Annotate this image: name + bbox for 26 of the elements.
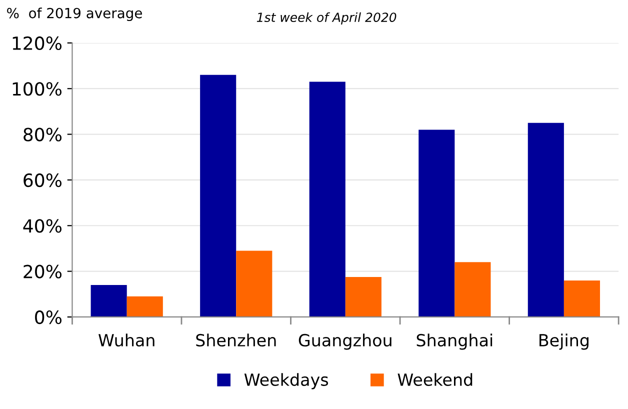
- x-tick-label: Guangzhou: [298, 334, 392, 350]
- bar: [528, 122, 564, 317]
- y-tick-label: 120%: [12, 36, 62, 50]
- y-tick-label: 0%: [35, 310, 62, 324]
- bar: [345, 277, 382, 317]
- y-tick-label: 60%: [24, 173, 62, 188]
- chart-title: 1st week of April 2020: [256, 12, 396, 24]
- bar: [309, 82, 346, 317]
- y-tick-label: 20%: [24, 264, 62, 278]
- y-tick-label: 80%: [24, 128, 62, 142]
- bar: [90, 285, 127, 317]
- y-tick-label: 40%: [23, 219, 62, 233]
- bar: [564, 280, 600, 317]
- x-tick-label: Shanghai: [416, 334, 492, 350]
- bar: [236, 250, 272, 317]
- bar: [126, 296, 163, 317]
- bar: [200, 74, 236, 317]
- y-tick-label: 100%: [12, 82, 62, 96]
- x-tick-label: Bejing: [540, 334, 588, 350]
- x-tick-label: Wuhan: [98, 334, 154, 347]
- legend-label: Weekend: [398, 373, 472, 386]
- x-tick-label: Shenzhen: [196, 334, 276, 347]
- y-axis-title: % of 2019 average: [7, 8, 142, 22]
- bar: [418, 130, 455, 317]
- legend-label: Weekdays: [244, 373, 328, 390]
- bar: [454, 262, 491, 317]
